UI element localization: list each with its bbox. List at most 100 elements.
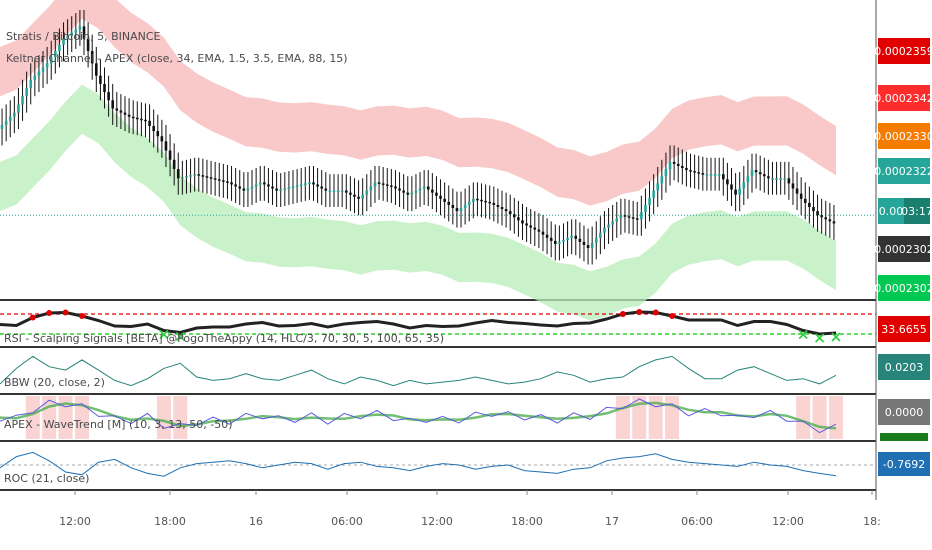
candle-body (299, 184, 303, 186)
candle-body (701, 173, 705, 175)
price-axis[interactable]: 0.0002359 0.0002342 0.0002330 0.0002322 0.00… (874, 0, 932, 550)
price-badge (878, 236, 930, 262)
candle-body (111, 100, 114, 109)
candle-body (791, 183, 795, 189)
candle-body (545, 234, 549, 238)
candle-body (308, 182, 311, 184)
rsi-overbought-mark (62, 309, 69, 316)
candle-body (795, 188, 799, 194)
time-tick-label: 18:00 (511, 515, 543, 528)
candle-body (78, 26, 82, 30)
wavetrend-shade (665, 396, 680, 439)
candle-body (697, 172, 701, 174)
price-badge-text: 03:17 (901, 205, 932, 218)
candle-body (312, 182, 315, 185)
candle-body (463, 204, 467, 209)
price-badge (878, 123, 930, 149)
candle-body (529, 225, 532, 228)
candle-body (414, 190, 418, 193)
wavetrend-line-2 (0, 398, 837, 434)
candle-body (426, 186, 430, 190)
candle-body (488, 201, 492, 204)
candle-body (607, 224, 610, 228)
roc-line (0, 451, 837, 477)
candle-body (537, 229, 541, 232)
candle-body (787, 178, 791, 184)
candle-body (390, 185, 393, 187)
candle-body (648, 197, 651, 205)
candle-body (730, 184, 733, 190)
candle-body (172, 159, 176, 170)
candle-body (258, 182, 262, 185)
candle-body (279, 189, 283, 192)
candle-body (246, 188, 250, 191)
time-axis[interactable]: 12:00 18:00 16 06:00 12:00 18:00 17 06:00 12:00 1… (59, 490, 881, 528)
candle-body (422, 186, 426, 189)
candle-body (566, 237, 569, 240)
candle-body (361, 194, 364, 199)
bbw-line (0, 355, 837, 387)
candle-body (431, 189, 434, 193)
candle-body (750, 170, 754, 177)
candle-body (828, 219, 832, 222)
candle-body (623, 215, 627, 217)
candle-body (74, 29, 78, 33)
candle-body (660, 176, 664, 184)
candle-body (217, 179, 221, 181)
candle-body (197, 174, 201, 176)
candle-body (365, 190, 369, 195)
candle-body (316, 184, 319, 187)
time-tick-label: 17 (605, 515, 619, 528)
price-badge-text: 0.0002302 (874, 243, 932, 256)
candle-body (320, 186, 323, 189)
candle-body (209, 177, 213, 179)
candle-body (599, 232, 602, 238)
roc-pane[interactable]: ROC (21, close) (0, 451, 876, 485)
candle-body (164, 141, 168, 151)
candle-body (533, 227, 537, 230)
candle-body (762, 174, 766, 177)
candle-body (754, 170, 758, 173)
candle-body (90, 51, 94, 64)
wavetrend-shade (796, 396, 811, 439)
candle-body (340, 190, 344, 193)
candle-body (398, 188, 401, 191)
keltner-lower-band (0, 84, 836, 321)
time-tick-label: 12:00 (421, 515, 453, 528)
candle-body (41, 67, 45, 72)
rsi-pane[interactable]: RSI - Scalping Signals [BETA] @PogoTheAp… (0, 309, 876, 345)
candle-body (586, 244, 590, 249)
candle-body (767, 176, 770, 179)
candle-body (152, 125, 155, 132)
wavetrend-shade (648, 396, 663, 439)
candle-body (455, 208, 459, 212)
candle-body (467, 201, 471, 205)
candle-body (635, 218, 639, 220)
candle-body (758, 172, 762, 175)
candle-body (508, 211, 512, 215)
candle-body (394, 186, 397, 189)
candle-body (66, 35, 69, 39)
wavetrend-pane[interactable]: APEX - WaveTrend [M] (10, 3, 13, 50, -50… (0, 396, 843, 439)
bbw-value-badge (878, 354, 930, 380)
rsi-overbought-mark (78, 313, 85, 319)
candle-body (353, 194, 356, 197)
rsi-oversold-mark (831, 332, 841, 342)
candle-body (230, 182, 233, 185)
bbw-pane[interactable]: BBW (20, close, 2) (0, 355, 837, 389)
candle-body (242, 188, 246, 191)
candle-body (775, 178, 778, 180)
wavetrend-histogram-badge (880, 433, 928, 441)
price-badge-text: 0.0002342 (874, 92, 932, 105)
candle-body (123, 112, 127, 115)
candle-body (779, 178, 782, 180)
candle-body (570, 235, 573, 238)
candle-body (521, 220, 524, 224)
candle-body (451, 204, 455, 209)
price-pane[interactable]: Stratis / Bitcoin, 5, BINANCE Keltner Ch… (0, 0, 876, 321)
candle-body (99, 75, 102, 84)
roc-value-text: -0.7692 (883, 458, 925, 471)
candle-body (13, 112, 16, 117)
wavetrend-shade (25, 396, 40, 439)
